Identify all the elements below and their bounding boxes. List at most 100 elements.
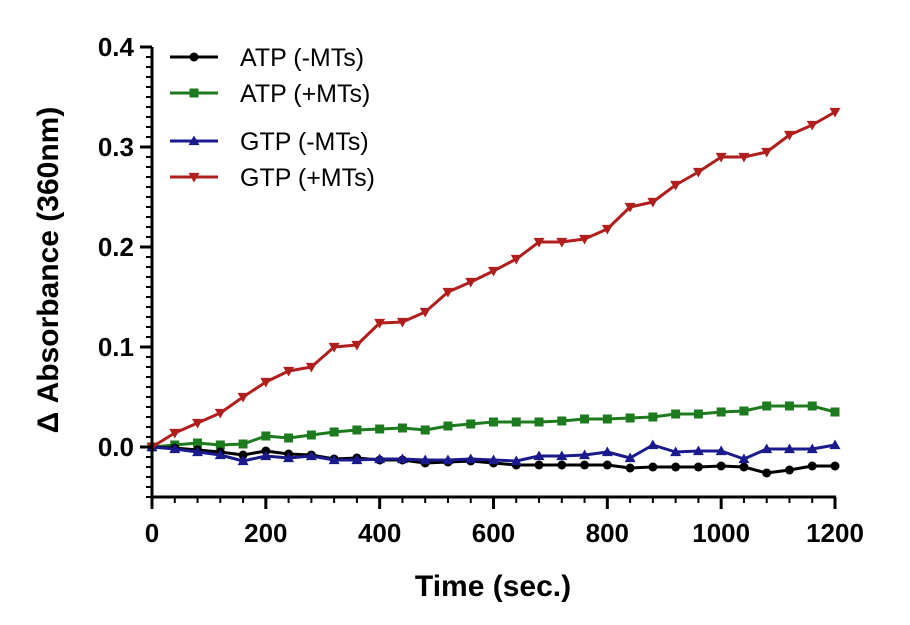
- data-point: [806, 443, 818, 454]
- data-point: [352, 425, 362, 435]
- data-point: [580, 460, 590, 470]
- legend-item: ATP (+MTs): [170, 80, 370, 108]
- data-point: [557, 416, 567, 426]
- data-point: [374, 318, 386, 329]
- data-point: [533, 450, 545, 461]
- data-point: [214, 408, 226, 419]
- data-point: [557, 460, 567, 470]
- data-point: [671, 462, 681, 472]
- y-tick-label: 0.4: [98, 32, 135, 62]
- series-atp-mts: [147, 401, 840, 452]
- x-axis-title: Time (sec.): [415, 570, 571, 603]
- data-point: [396, 317, 408, 328]
- legend-label: GTP (+MTs): [240, 164, 375, 192]
- data-point: [806, 120, 818, 131]
- x-tick-label: 600: [472, 518, 515, 548]
- data-point: [261, 431, 271, 441]
- data-point: [283, 452, 295, 463]
- data-point: [169, 428, 181, 439]
- data-point: [715, 152, 727, 163]
- data-point: [579, 449, 591, 460]
- legend-item: GTP (+MTs): [170, 164, 375, 192]
- legend-label: ATP (-MTs): [240, 44, 364, 72]
- data-point: [237, 455, 249, 466]
- data-point: [396, 453, 408, 464]
- legend-label: ATP (+MTs): [240, 80, 370, 108]
- data-point: [738, 152, 750, 163]
- x-tick-label: 0: [145, 518, 159, 548]
- x-tick-label: 800: [586, 518, 629, 548]
- legend-marker: [189, 52, 199, 62]
- legend-item: GTP (-MTs): [170, 128, 369, 156]
- data-point: [510, 254, 522, 265]
- data-point: [489, 417, 498, 427]
- data-point: [761, 147, 773, 158]
- data-point: [284, 433, 294, 443]
- y-tick-label: 0.3: [98, 132, 134, 162]
- y-tick-label: 0.1: [98, 332, 134, 362]
- data-point: [647, 439, 659, 450]
- data-point: [716, 407, 726, 417]
- data-point: [534, 460, 544, 470]
- data-point: [510, 455, 522, 466]
- data-point: [534, 417, 544, 427]
- data-point: [442, 454, 454, 465]
- legend-marker: [189, 88, 199, 98]
- series-gtp-mts: [146, 107, 841, 453]
- data-point: [648, 462, 658, 472]
- data-point: [738, 453, 750, 464]
- axes: 0.0 0.1 0.2 0.3 0.4 0 200 400 600 800 1000 1200: [98, 32, 864, 548]
- data-point: [511, 417, 521, 427]
- legend-marker: [188, 135, 200, 146]
- data-point: [761, 443, 773, 454]
- data-point: [488, 266, 499, 277]
- data-point: [693, 409, 703, 419]
- data-point: [601, 224, 613, 235]
- data-point: [533, 237, 545, 248]
- data-point: [716, 461, 726, 471]
- data-point: [625, 463, 635, 473]
- legend-marker: [188, 172, 200, 183]
- data-point: [602, 460, 612, 470]
- data-point: [466, 419, 476, 429]
- data-point: [305, 362, 317, 373]
- data-point: [829, 107, 841, 118]
- data-point: [306, 430, 316, 440]
- data-point: [556, 237, 568, 248]
- data-point: [807, 461, 817, 471]
- data-point: [465, 277, 477, 288]
- data-point: [328, 454, 340, 465]
- data-point: [419, 307, 431, 318]
- data-point: [784, 401, 794, 411]
- data-point: [579, 234, 591, 245]
- data-point: [648, 412, 658, 422]
- y-tick-label: 0.2: [98, 232, 134, 262]
- data-point: [375, 424, 385, 434]
- data-point: [238, 439, 248, 449]
- series-gtp-mts: [146, 439, 841, 466]
- data-point: [624, 452, 636, 463]
- data-point: [556, 450, 568, 461]
- data-point: [329, 427, 339, 437]
- data-point: [783, 443, 795, 454]
- data-point: [397, 423, 407, 433]
- legend: ATP (-MTs) ATP (+MTs) GTP (-MTs) GTP (+MTs): [170, 44, 375, 192]
- data-point: [624, 202, 636, 213]
- data-point: [715, 445, 727, 456]
- data-point: [670, 180, 682, 191]
- data-point: [830, 461, 840, 471]
- x-tick-label: 200: [244, 518, 287, 548]
- data-point: [647, 197, 659, 208]
- data-point: [602, 414, 612, 424]
- data-point: [283, 366, 295, 377]
- data-point: [784, 465, 794, 475]
- plot-area: [146, 107, 841, 478]
- data-point: [328, 342, 340, 353]
- data-point: [739, 406, 749, 416]
- y-tick-label: 0.0: [98, 432, 134, 462]
- data-point: [351, 340, 363, 351]
- data-point: [762, 401, 772, 411]
- data-point: [625, 413, 635, 423]
- data-point: [442, 287, 454, 298]
